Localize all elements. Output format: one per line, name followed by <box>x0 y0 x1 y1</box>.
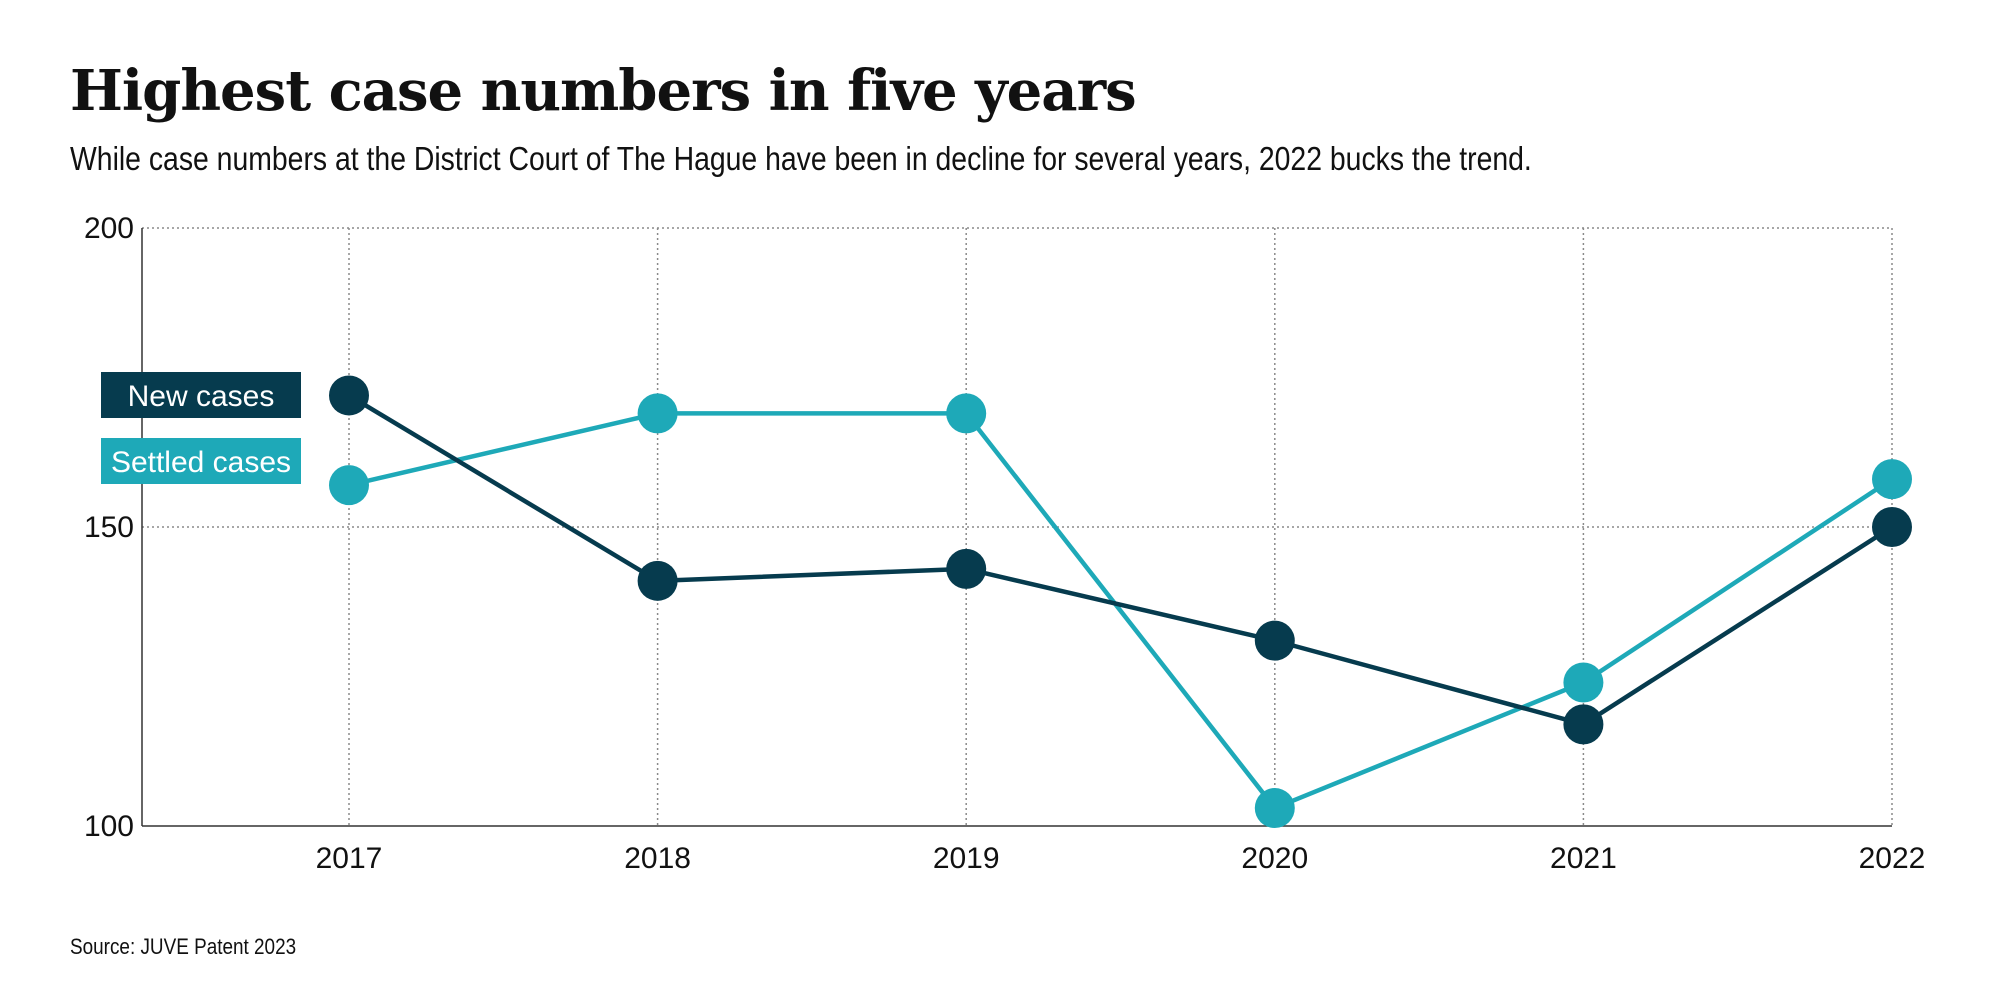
data-point <box>638 393 678 433</box>
data-point <box>329 465 369 505</box>
y-tick-label: 100 <box>84 810 134 843</box>
series <box>329 375 1912 828</box>
x-tick-label: 2022 <box>1859 842 1926 875</box>
x-tick-label: 2018 <box>624 842 691 875</box>
series-line <box>349 413 1892 808</box>
data-point <box>1872 459 1912 499</box>
y-tick-label: 200 <box>84 212 134 245</box>
legend-label: New cases <box>128 380 275 413</box>
line-chart: 100 150 200 2017 2018 2019 2020 2021 2022 New ca… <box>0 0 2000 1000</box>
axes: 100 150 200 2017 2018 2019 2020 2021 2022 <box>84 212 1925 875</box>
y-tick-label: 150 <box>84 511 134 544</box>
data-point <box>1563 662 1603 702</box>
data-point <box>329 375 369 415</box>
x-tick-label: 2020 <box>1241 842 1308 875</box>
data-point <box>1255 621 1295 661</box>
source-note: Source: JUVE Patent 2023 <box>70 934 296 960</box>
data-point <box>638 561 678 601</box>
x-tick-label: 2019 <box>933 842 1000 875</box>
legend-label: Settled cases <box>111 446 291 479</box>
data-point <box>946 549 986 589</box>
x-tick-label: 2017 <box>316 842 383 875</box>
data-point <box>946 393 986 433</box>
data-point <box>1563 704 1603 744</box>
series-line <box>349 395 1892 724</box>
x-tick-label: 2021 <box>1550 842 1617 875</box>
data-point <box>1872 507 1912 547</box>
data-point <box>1255 788 1295 828</box>
legend: New cases Settled cases <box>101 372 301 484</box>
grid <box>142 228 1892 826</box>
